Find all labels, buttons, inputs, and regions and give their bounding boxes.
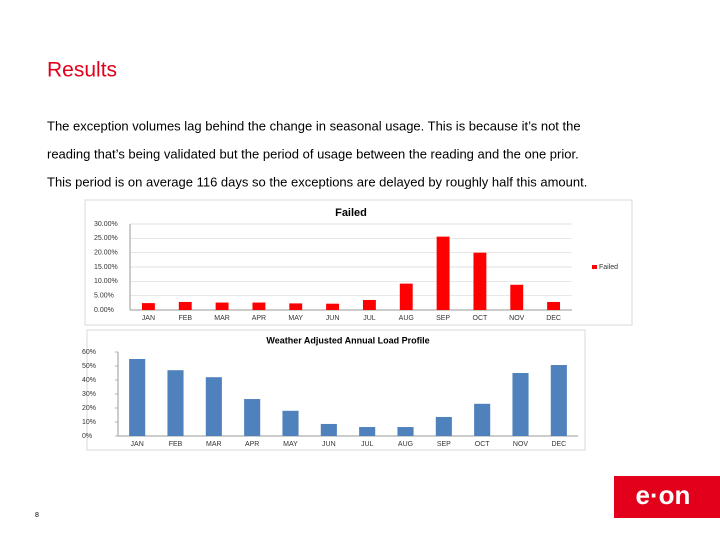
bar — [289, 303, 303, 310]
legend-swatch — [592, 265, 597, 269]
x-tick-label: DEC — [551, 441, 566, 448]
y-tick-label: 25.00% — [94, 235, 118, 242]
y-tick-label: 20.00% — [94, 250, 118, 257]
x-tick-label: OCT — [473, 315, 489, 322]
x-tick-label: JAN — [142, 315, 155, 322]
y-tick-label: 0.00% — [94, 307, 114, 314]
x-tick-label: JUL — [363, 315, 376, 322]
y-tick-label: 20% — [82, 405, 96, 412]
y-tick-label: 60% — [82, 349, 96, 356]
x-tick-label: NOV — [509, 315, 525, 322]
body-line: This period is on average 116 days so th… — [47, 174, 587, 189]
bar — [547, 301, 561, 310]
bar — [320, 423, 337, 436]
bar — [141, 303, 155, 310]
chart-frame — [84, 199, 633, 326]
x-tick-label: APR — [252, 315, 266, 322]
bar — [399, 283, 413, 310]
chart-title: Failed — [335, 207, 367, 219]
x-tick-label: JUL — [361, 441, 374, 448]
bar — [436, 236, 450, 310]
y-tick-label: 15.00% — [94, 264, 118, 271]
x-tick-label: AUG — [399, 315, 414, 322]
bar — [205, 377, 222, 436]
x-tick-label: JUN — [322, 441, 336, 448]
x-tick-label: MAR — [206, 441, 222, 448]
bar — [326, 303, 340, 310]
x-tick-label: FEB — [169, 441, 183, 448]
x-tick-label: DEC — [546, 315, 561, 322]
bar — [362, 299, 376, 310]
x-tick-label: AUG — [398, 441, 413, 448]
x-tick-label: SEP — [437, 441, 451, 448]
y-tick-label: 30% — [82, 391, 96, 398]
legend-label: Failed — [599, 264, 618, 271]
bar — [252, 302, 266, 310]
logo-box — [614, 476, 720, 518]
y-tick-label: 30.00% — [94, 221, 118, 228]
y-tick-label: 0% — [82, 433, 92, 440]
x-tick-label: MAR — [214, 315, 230, 322]
page-number: 8 — [35, 512, 39, 519]
body-line: reading that’s being validated but the p… — [47, 146, 579, 161]
body-line: The exception volumes lag behind the cha… — [47, 118, 581, 133]
slide-title: Results — [47, 59, 117, 82]
y-tick-label: 10.00% — [94, 278, 118, 285]
x-tick-label: MAY — [283, 441, 298, 448]
bar — [167, 370, 184, 436]
bar — [282, 410, 299, 436]
bar — [215, 302, 229, 310]
bar — [473, 252, 487, 310]
bar — [510, 284, 524, 310]
x-tick-label: JAN — [131, 441, 144, 448]
y-tick-label: 5.00% — [94, 293, 114, 300]
x-tick-label: OCT — [475, 441, 491, 448]
x-tick-label: MAY — [288, 315, 303, 322]
chart-title: Weather Adjusted Annual Load Profile — [266, 335, 429, 345]
bar — [435, 416, 452, 436]
logo: e·on — [636, 480, 691, 510]
bar — [359, 427, 376, 436]
bar — [244, 399, 261, 436]
x-tick-label: NOV — [513, 441, 529, 448]
bar — [129, 359, 146, 436]
y-tick-label: 50% — [82, 363, 96, 370]
x-tick-label: JUN — [326, 315, 340, 322]
bar — [397, 427, 414, 436]
bar — [178, 301, 192, 310]
x-tick-label: SEP — [436, 315, 450, 322]
x-tick-label: FEB — [178, 315, 192, 322]
bar — [550, 365, 567, 436]
bar — [474, 403, 491, 436]
x-tick-label: APR — [245, 441, 259, 448]
y-tick-label: 10% — [82, 419, 96, 426]
bar — [512, 373, 529, 436]
y-tick-label: 40% — [82, 377, 96, 384]
